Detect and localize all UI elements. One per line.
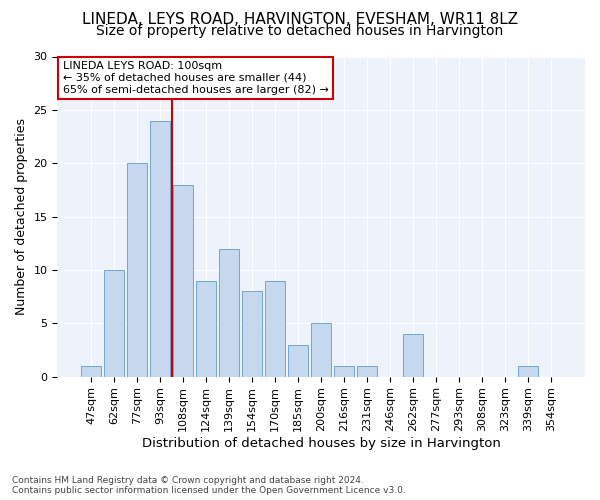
Y-axis label: Number of detached properties: Number of detached properties <box>15 118 28 315</box>
Text: LINEDA LEYS ROAD: 100sqm
← 35% of detached houses are smaller (44)
65% of semi-d: LINEDA LEYS ROAD: 100sqm ← 35% of detach… <box>62 62 329 94</box>
Text: Size of property relative to detached houses in Harvington: Size of property relative to detached ho… <box>97 24 503 38</box>
Bar <box>151 120 170 376</box>
Bar <box>358 366 377 376</box>
X-axis label: Distribution of detached houses by size in Harvington: Distribution of detached houses by size … <box>142 437 500 450</box>
Bar <box>127 163 147 376</box>
Bar <box>82 366 101 376</box>
Bar <box>311 323 331 376</box>
Bar <box>518 366 538 376</box>
Text: Contains HM Land Registry data © Crown copyright and database right 2024.
Contai: Contains HM Land Registry data © Crown c… <box>12 476 406 495</box>
Bar <box>104 270 124 376</box>
Bar <box>173 184 193 376</box>
Bar <box>265 280 285 376</box>
Bar <box>289 344 308 376</box>
Bar <box>220 248 239 376</box>
Bar <box>242 291 262 376</box>
Bar <box>403 334 423 376</box>
Bar <box>334 366 354 376</box>
Bar <box>196 280 216 376</box>
Text: LINEDA, LEYS ROAD, HARVINGTON, EVESHAM, WR11 8LZ: LINEDA, LEYS ROAD, HARVINGTON, EVESHAM, … <box>82 12 518 28</box>
